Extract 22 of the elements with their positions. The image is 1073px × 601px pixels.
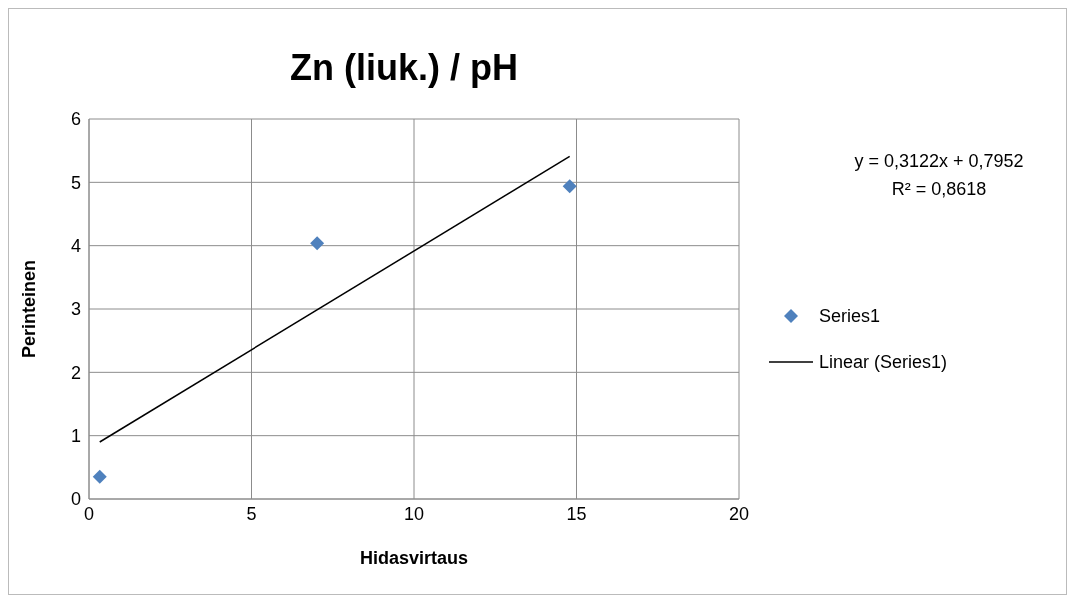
text: R² = 0,8618: [890, 178, 988, 201]
x-tick-label: 5: [246, 503, 257, 524]
y-tick-label: 0: [70, 489, 81, 510]
point: [310, 236, 325, 251]
point: [92, 469, 107, 484]
legend-label: Series1: [819, 305, 881, 327]
y-tick-label: 3: [70, 299, 81, 320]
y-tick-label: 5: [70, 172, 81, 193]
x-tick-label: 15: [566, 503, 587, 524]
chart-title: Zn (liuk.) / pH: [289, 47, 519, 89]
y-tick-label: 1: [70, 426, 81, 447]
y-tick-label: 2: [70, 362, 81, 383]
x-tick-label: 0: [83, 503, 95, 524]
point: [562, 179, 577, 194]
x-axis-title: Hidasvirtaus: [359, 548, 469, 568]
x-tick-label: 10: [403, 503, 425, 524]
legend-label: Linear (Series1): [819, 351, 948, 373]
y-tick-label: 6: [70, 109, 81, 130]
y-axis-title: Perinteinen: [19, 259, 40, 359]
y-tick-label: 4: [70, 236, 81, 257]
x-tick-label: 20: [728, 503, 750, 524]
text: y = 0,3122x + 0,7952: [853, 150, 1025, 173]
